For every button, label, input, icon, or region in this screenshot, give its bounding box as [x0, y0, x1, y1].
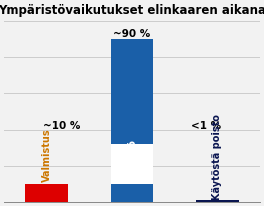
Title: Ympäristövaikutukset elinkaaren aikana: Ympäristövaikutukset elinkaaren aikana	[0, 4, 264, 17]
Text: ~90 %: ~90 %	[113, 29, 151, 39]
Bar	[196, 200, 239, 202]
Text: Käytöstä poisto: Käytöstä poisto	[212, 114, 222, 200]
Text: ~10 %: ~10 %	[43, 121, 80, 131]
Bar	[111, 39, 153, 202]
FancyBboxPatch shape	[111, 144, 153, 184]
Text: Valmistus: Valmistus	[42, 128, 52, 182]
Bar	[25, 184, 68, 202]
Text: Käyttö: Käyttö	[127, 139, 137, 180]
Text: <1 %: <1 %	[191, 121, 221, 131]
